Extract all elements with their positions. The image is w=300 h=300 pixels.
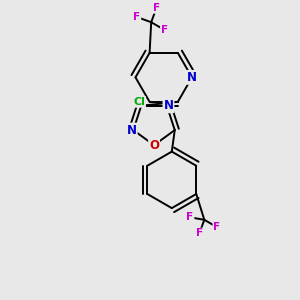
Text: F: F xyxy=(161,25,168,35)
Text: N: N xyxy=(127,124,137,136)
Text: F: F xyxy=(213,222,220,232)
Text: F: F xyxy=(153,3,160,13)
Text: F: F xyxy=(133,12,140,22)
Text: O: O xyxy=(149,139,159,152)
Text: N: N xyxy=(164,99,173,112)
Text: F: F xyxy=(196,229,203,238)
Text: N: N xyxy=(187,71,197,84)
Text: Cl: Cl xyxy=(133,97,145,107)
Text: F: F xyxy=(187,212,194,222)
